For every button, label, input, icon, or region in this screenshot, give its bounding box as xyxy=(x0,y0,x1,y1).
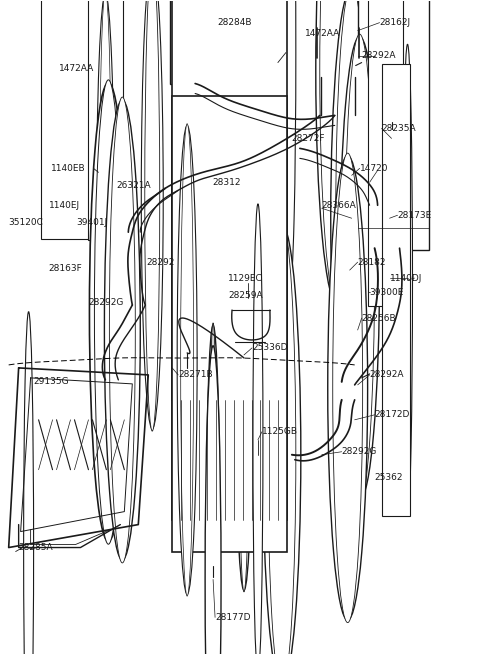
Ellipse shape xyxy=(177,126,197,594)
Text: 28272F: 28272F xyxy=(292,134,325,143)
Ellipse shape xyxy=(316,0,360,305)
Ellipse shape xyxy=(196,0,224,443)
Ellipse shape xyxy=(253,204,263,655)
Ellipse shape xyxy=(89,83,127,541)
Text: 28366A: 28366A xyxy=(322,201,357,210)
Text: 28173E: 28173E xyxy=(397,211,432,219)
Ellipse shape xyxy=(345,34,374,502)
Text: 39300E: 39300E xyxy=(370,288,404,297)
Ellipse shape xyxy=(209,323,217,655)
Ellipse shape xyxy=(109,97,135,563)
Ellipse shape xyxy=(284,0,296,288)
Text: 28177D: 28177D xyxy=(215,613,251,622)
Text: 28285A: 28285A xyxy=(19,543,53,552)
Bar xyxy=(382,64,409,515)
Text: 28182: 28182 xyxy=(358,257,386,267)
Ellipse shape xyxy=(328,156,368,620)
Text: 39401J: 39401J xyxy=(76,217,108,227)
Bar xyxy=(88,0,123,240)
Text: 28292A: 28292A xyxy=(370,370,404,379)
Ellipse shape xyxy=(320,0,356,290)
Text: 28163F: 28163F xyxy=(48,263,82,272)
Ellipse shape xyxy=(141,0,163,429)
Text: 35120C: 35120C xyxy=(9,217,44,227)
Text: 1140DJ: 1140DJ xyxy=(390,274,422,282)
Text: 28259A: 28259A xyxy=(228,291,263,299)
Text: 28271B: 28271B xyxy=(178,370,213,379)
Ellipse shape xyxy=(96,0,114,458)
Text: 25336D: 25336D xyxy=(252,343,288,352)
Text: 1472AA: 1472AA xyxy=(59,64,94,73)
Ellipse shape xyxy=(99,0,111,461)
Text: 1125GB: 1125GB xyxy=(262,427,298,436)
Text: 28256B: 28256B xyxy=(361,314,396,322)
Ellipse shape xyxy=(340,37,380,500)
Ellipse shape xyxy=(104,100,140,560)
Text: 28162J: 28162J xyxy=(380,18,411,27)
Ellipse shape xyxy=(24,312,34,655)
Ellipse shape xyxy=(331,0,372,448)
Text: 29135G: 29135G xyxy=(34,377,69,386)
Bar xyxy=(172,128,287,519)
Text: 1140EJ: 1140EJ xyxy=(48,201,80,210)
Ellipse shape xyxy=(201,0,219,445)
Text: 14720: 14720 xyxy=(360,164,388,173)
Ellipse shape xyxy=(96,0,106,411)
Text: 1140EB: 1140EB xyxy=(50,164,85,173)
Ellipse shape xyxy=(403,45,412,516)
Ellipse shape xyxy=(145,0,160,431)
Bar xyxy=(368,0,403,306)
Ellipse shape xyxy=(333,153,363,623)
Bar xyxy=(358,0,430,250)
Bar xyxy=(41,0,93,239)
Ellipse shape xyxy=(90,0,100,444)
Text: 25362: 25362 xyxy=(374,473,403,482)
Bar xyxy=(170,0,270,84)
Text: 1129EC: 1129EC xyxy=(228,274,263,282)
Ellipse shape xyxy=(235,120,253,590)
Text: 28292A: 28292A xyxy=(361,51,396,60)
Text: 28235A: 28235A xyxy=(382,124,416,133)
Text: 28284B: 28284B xyxy=(218,18,252,27)
Ellipse shape xyxy=(95,80,122,544)
Bar xyxy=(172,0,287,400)
Ellipse shape xyxy=(239,118,250,592)
Ellipse shape xyxy=(317,0,359,292)
Text: 28312: 28312 xyxy=(212,178,240,187)
Text: 26321A: 26321A xyxy=(116,181,151,190)
Ellipse shape xyxy=(219,0,241,428)
Text: 28292G: 28292G xyxy=(88,297,124,307)
Ellipse shape xyxy=(268,222,296,655)
Text: 28292G: 28292G xyxy=(342,447,377,457)
Ellipse shape xyxy=(206,325,220,655)
Text: 28292: 28292 xyxy=(146,257,175,267)
Ellipse shape xyxy=(336,0,368,451)
Ellipse shape xyxy=(180,124,193,596)
Ellipse shape xyxy=(263,225,301,655)
Ellipse shape xyxy=(214,0,246,425)
Ellipse shape xyxy=(205,346,221,655)
Text: 28172D: 28172D xyxy=(374,410,410,419)
Text: 1472AA: 1472AA xyxy=(305,29,340,38)
Bar xyxy=(172,96,287,552)
Ellipse shape xyxy=(320,0,356,307)
Ellipse shape xyxy=(243,43,253,514)
